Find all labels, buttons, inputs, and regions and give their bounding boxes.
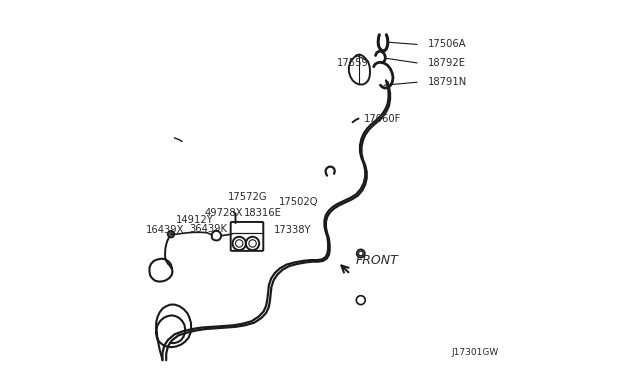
Text: J17301GW: J17301GW — [452, 347, 499, 356]
Text: 17559: 17559 — [337, 58, 369, 68]
Text: 49728X: 49728X — [204, 208, 243, 218]
Text: 16439X: 16439X — [146, 225, 184, 235]
Text: 18792E: 18792E — [428, 58, 465, 68]
FancyBboxPatch shape — [230, 222, 263, 251]
Text: FRONT: FRONT — [355, 254, 398, 267]
Text: 18316E: 18316E — [244, 208, 282, 218]
Text: 17502Q: 17502Q — [278, 196, 318, 206]
Text: 17506A: 17506A — [428, 39, 466, 49]
Circle shape — [168, 231, 174, 237]
Text: 14912Y: 14912Y — [175, 215, 213, 225]
Text: 36439K: 36439K — [189, 224, 227, 234]
Text: 18791N: 18791N — [428, 77, 467, 87]
Text: 17060F: 17060F — [364, 113, 401, 124]
Circle shape — [356, 249, 365, 257]
Circle shape — [358, 251, 363, 256]
Text: 17338Y: 17338Y — [274, 225, 311, 235]
Text: 17572G: 17572G — [228, 192, 268, 202]
